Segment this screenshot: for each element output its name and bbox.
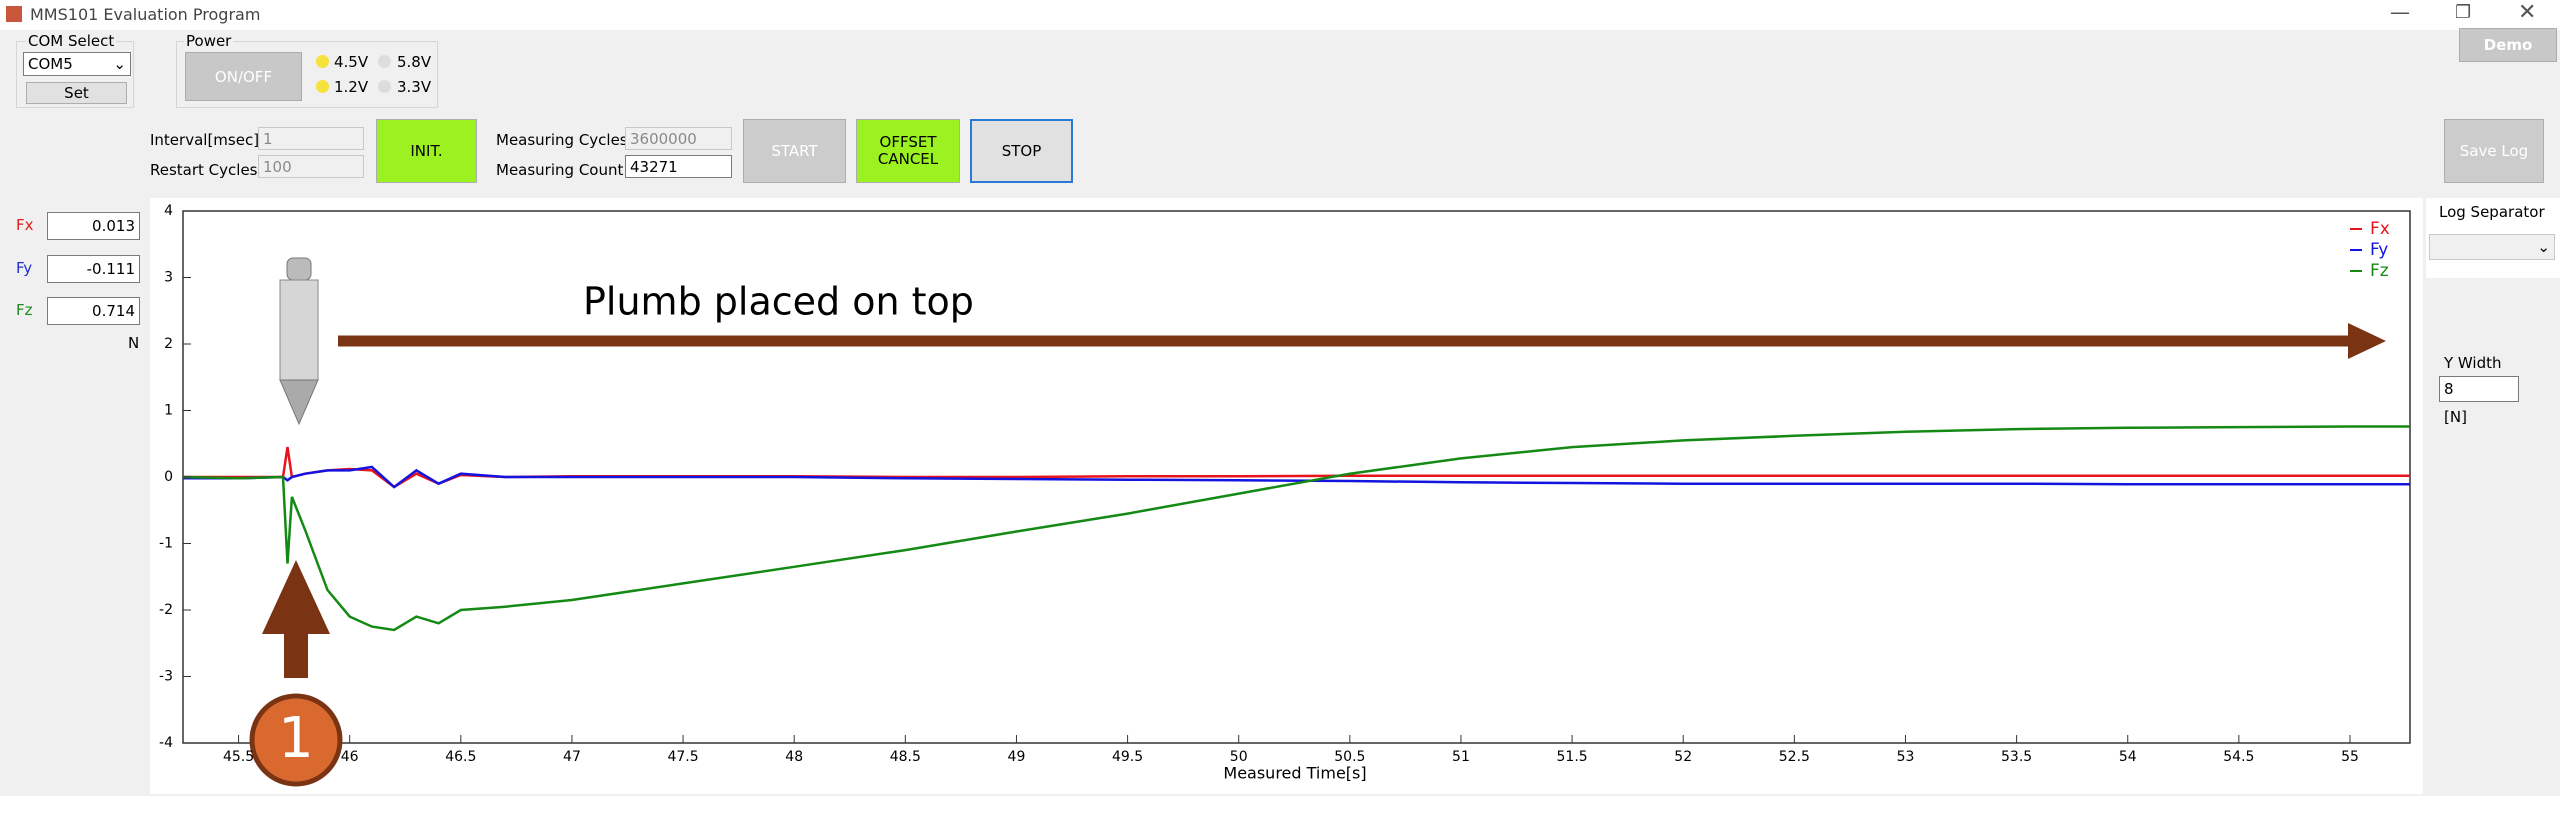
window-title: MMS101 Evaluation Program (30, 5, 261, 24)
chart-panel (150, 198, 2423, 794)
log-separator-label: Log Separator (2439, 203, 2545, 221)
readout-label: Fz (16, 301, 33, 319)
readout-value: 0.714 (47, 297, 140, 325)
y-tick-label: -4 (159, 735, 173, 751)
button-text: CANCEL (877, 150, 939, 168)
demo-button[interactable]: Demo (2459, 28, 2557, 62)
y-tick-label: -1 (159, 536, 173, 552)
series-line (182, 425, 2410, 632)
offset-cancel-button[interactable]: OFFSET CANCEL (856, 119, 960, 183)
readout-label: Fy (16, 259, 33, 277)
y-tick-label: 2 (164, 336, 173, 352)
readout-label: Fx (16, 216, 34, 234)
x-tick-label: 47.5 (667, 749, 698, 765)
com-select[interactable]: COM5 ⌄ (23, 52, 131, 76)
init-button[interactable]: INIT. (376, 119, 477, 183)
readout-value: 0.013 (47, 212, 140, 240)
x-tick-label: 53.5 (2001, 749, 2032, 765)
led (378, 80, 391, 93)
restart-input[interactable]: 100 (258, 155, 364, 178)
y-width-unit: [N] (2444, 408, 2467, 426)
voltage: 3.3V (397, 78, 432, 96)
x-tick-label: 52.5 (1779, 749, 1810, 765)
restore[interactable]: ❐ (2455, 2, 2472, 23)
com-label: COM Select (26, 32, 117, 50)
led (378, 55, 391, 68)
x-tick-label: 48 (785, 749, 803, 765)
x-tick-label: 46 (341, 749, 359, 765)
start-button[interactable]: START (743, 119, 846, 183)
x-tick-label: 48.5 (890, 749, 921, 765)
button-text: OFFSET (879, 133, 937, 151)
x-tick-label: 51.5 (1557, 749, 1588, 765)
y-tick-label: 3 (164, 270, 173, 286)
led (316, 80, 329, 93)
interval-label: Interval[msec] (150, 131, 260, 149)
series-line (183, 446, 2410, 489)
count-label: Measuring Count (496, 161, 624, 179)
voltage: 4.5V (334, 53, 369, 71)
save-log-button[interactable]: Save Log (2444, 119, 2544, 183)
step-number: 1 (278, 706, 314, 771)
y-width-input[interactable]: 8 (2439, 376, 2519, 402)
legend-label: Fx (2370, 219, 2390, 239)
power-label: Power (184, 32, 234, 50)
title-bar (0, 0, 2560, 30)
x-tick-label: 50 (1230, 749, 1248, 765)
readout-unit: N (128, 334, 140, 352)
x-tick-label: 53 (1897, 749, 1915, 765)
readout-value: -0.111 (47, 255, 140, 283)
x-tick-label: 46.5 (445, 749, 476, 765)
minimize[interactable]: — (2390, 0, 2410, 24)
set-button[interactable]: Set (26, 82, 127, 104)
x-tick-label: 45.5 (223, 749, 254, 765)
x-tick-label: 51 (1452, 749, 1470, 765)
onoff-button[interactable]: ON/OFF (185, 52, 302, 101)
x-tick-label: 49 (1008, 749, 1026, 765)
step-badge (249, 693, 343, 787)
log-separator-select[interactable]: ⌄ (2429, 234, 2555, 260)
com-port: COM5 (28, 55, 73, 73)
annotation-text: Plumb placed on top (583, 280, 974, 324)
y-tick-label: 0 (164, 469, 173, 485)
y-tick-label: 4 (164, 203, 173, 219)
legend-label: Fz (2370, 261, 2389, 281)
plot-frame (182, 210, 2411, 744)
voltage: 1.2V (334, 78, 369, 96)
restart-label: Restart Cycles (150, 161, 258, 179)
cycles-input[interactable]: 3600000 (625, 127, 732, 150)
status-area (0, 796, 2560, 826)
y-tick-label: -2 (159, 602, 173, 618)
x-axis-title: Measured Time[s] (1223, 764, 1366, 783)
legend-label: Fy (2370, 240, 2388, 260)
close[interactable]: ✕ (2518, 0, 2537, 25)
up-arrow (284, 610, 308, 678)
x-tick-label: 52 (1674, 749, 1692, 765)
cycles-label: Measuring Cycles (496, 131, 628, 149)
x-tick-label: 47 (563, 749, 581, 765)
y-tick-label: -3 (159, 669, 173, 685)
power-group (176, 41, 438, 108)
voltage: 5.8V (397, 53, 432, 71)
arrow-head (262, 560, 330, 634)
y-width-label: Y Width (2444, 354, 2502, 372)
count-input[interactable]: 43271 (625, 155, 732, 178)
led (316, 55, 329, 68)
series-line (183, 465, 2410, 489)
x-tick-label: 55 (2341, 749, 2359, 765)
interval-input[interactable]: 1 (258, 127, 364, 150)
stop-button[interactable]: STOP (970, 119, 1073, 183)
x-tick-label: 50.5 (1334, 749, 1365, 765)
x-tick-label: 49.5 (1112, 749, 1143, 765)
y-tick-label: 1 (164, 403, 173, 419)
x-tick-label: 54 (2119, 749, 2137, 765)
x-tick-label: 54.5 (2223, 749, 2254, 765)
app-icon (6, 6, 22, 22)
arrow-head (2348, 323, 2386, 359)
plumb-icon (279, 257, 319, 426)
